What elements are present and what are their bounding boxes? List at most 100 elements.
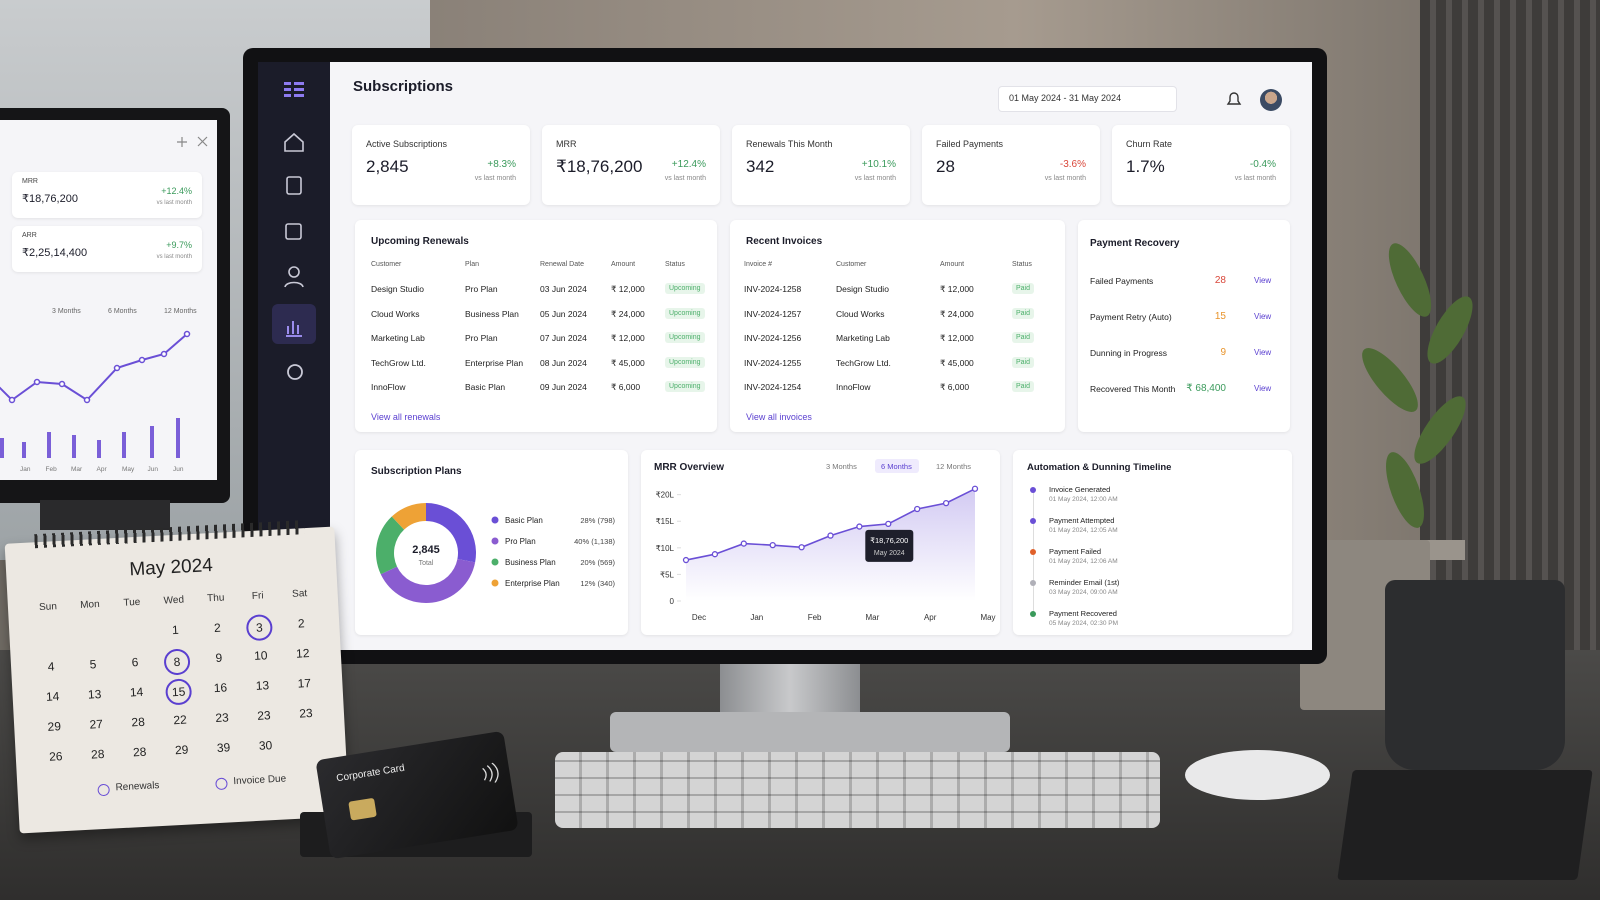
- cell: InnoFlow: [371, 382, 406, 392]
- event-time: 05 May 2024, 02:30 PM: [1049, 620, 1119, 627]
- cell: INV-2024-1256: [744, 333, 802, 343]
- status-pill: Paid: [1012, 356, 1035, 368]
- side-chart: [0, 330, 191, 458]
- kpi-card: Renewals This Month 342 +10.1% vs last mont…: [732, 125, 910, 205]
- event-time: 01 May 2024, 12:00 AM: [1049, 496, 1118, 503]
- view-link[interactable]: View: [1254, 384, 1272, 393]
- period-tab[interactable]: 6 Months: [881, 462, 912, 471]
- kpi-label: Failed Payments: [936, 139, 1004, 149]
- cell: 08 Jun 2024: [540, 357, 587, 368]
- side-monitor: MRR ₹18,76,200 +12.4% vs last month ARR ₹2,25…: [0, 108, 230, 503]
- column-header: Customer: [836, 261, 867, 268]
- cell: ₹ 12,000: [940, 333, 974, 343]
- calendar-day: 5: [89, 657, 97, 672]
- cell: ₹ 12,000: [611, 284, 645, 294]
- calendar-day: 14: [129, 684, 144, 700]
- month-label: May: [122, 466, 135, 473]
- y-tick-label: ₹10L: [656, 544, 675, 553]
- calendar-day: 10: [253, 648, 268, 663]
- month-label: Feb: [45, 466, 57, 473]
- avatar[interactable]: [1260, 89, 1282, 111]
- cell: ₹ 45,000: [611, 357, 645, 368]
- period-tab[interactable]: 12 Months: [164, 308, 197, 315]
- timeline-dot: [1030, 611, 1036, 617]
- metric-value: ₹2,25,14,400: [22, 247, 88, 259]
- column-header: Plan: [465, 261, 480, 268]
- month-label: Jan: [20, 466, 31, 473]
- cell: 07 Jun 2024: [540, 333, 587, 343]
- docs-icon[interactable]: [286, 176, 302, 195]
- calendar-day: 28: [131, 714, 146, 730]
- notebook: [1337, 770, 1593, 880]
- y-tick-label: 0: [670, 597, 675, 606]
- calendar-day: 2: [213, 620, 222, 635]
- calendar-day: 23: [298, 705, 313, 721]
- x-tick-label: Jan: [750, 613, 763, 622]
- view-all-link[interactable]: View all invoices: [746, 412, 812, 422]
- event-label: Payment Recovered: [1049, 609, 1117, 618]
- calendar-day: 26: [48, 749, 63, 764]
- point: [769, 542, 776, 549]
- user-icon[interactable]: [284, 266, 304, 288]
- event-time: 03 May 2024, 09:00 AM: [1049, 589, 1118, 596]
- analytics-active[interactable]: [272, 304, 316, 344]
- point: [942, 499, 950, 507]
- month-label: Mar: [71, 466, 83, 473]
- kpi-label: Renewals This Month: [746, 139, 833, 149]
- side-metric: MRR ₹18,76,200 +12.4% vs last month: [12, 172, 202, 218]
- recovery-label: Failed Payments: [1090, 276, 1154, 286]
- status-pill: Upcoming: [665, 283, 705, 294]
- x-tick-label: May: [980, 613, 995, 622]
- x-tick-label: Apr: [924, 613, 937, 622]
- legend-label: Enterprise Plan: [505, 579, 560, 588]
- weekday: Mon: [79, 598, 100, 611]
- cell: Design Studio: [371, 284, 424, 294]
- header-icons[interactable]: [1223, 90, 1263, 110]
- period-tab[interactable]: 12 Months: [936, 462, 971, 471]
- view-link[interactable]: View: [1254, 312, 1272, 321]
- donut-center-value: 2,845: [412, 544, 440, 556]
- point: [856, 523, 863, 530]
- period-tab[interactable]: 3 Months: [826, 462, 857, 471]
- line-chart: MRR Overview 3 Months 6 Months 12 Months 0 ₹5…: [654, 459, 996, 622]
- view-link[interactable]: View: [1254, 348, 1272, 357]
- kpi-card: Failed Payments 28 -3.6% vs last month: [922, 125, 1100, 205]
- window-controls: [177, 136, 208, 147]
- renewals-panel: Upcoming Renewals Customer Plan Renewal Dat…: [355, 220, 717, 432]
- cell: 09 Jun 2024: [540, 382, 587, 392]
- settings-icon[interactable]: [287, 364, 303, 380]
- card-chip: [348, 797, 377, 821]
- cell: INV-2024-1254: [744, 382, 802, 392]
- status-pill: Paid: [1012, 332, 1035, 343]
- cell: ₹ 12,000: [611, 333, 645, 343]
- side-metric: ARR ₹2,25,14,400 +9.7% vs last month: [12, 226, 202, 272]
- cell: Design Studio: [836, 284, 889, 294]
- kpi-label: Active Subscriptions: [366, 139, 448, 149]
- chart-title: MRR Overview: [654, 462, 724, 473]
- period-tab[interactable]: 6 Months: [108, 308, 137, 315]
- view-link[interactable]: View: [1254, 276, 1272, 285]
- weekday: Tue: [123, 596, 141, 609]
- donut-segment: [426, 503, 476, 563]
- event-time: 01 May 2024, 12:05 AM: [1049, 527, 1118, 534]
- date-range-picker[interactable]: 01 May 2024 - 31 May 2024: [998, 86, 1177, 112]
- kpi-value: 1.7%: [1126, 157, 1165, 176]
- menu-icon[interactable]: [284, 82, 304, 97]
- cell: TechGrow Ltd.: [836, 357, 891, 368]
- panel-title: Recent Invoices: [746, 236, 823, 247]
- point: [740, 540, 747, 547]
- event-label: Reminder Email (1st): [1049, 578, 1120, 587]
- kpi-value: 342: [746, 157, 775, 176]
- legend-dot: [491, 558, 499, 566]
- home-icon[interactable]: [284, 132, 304, 152]
- calendar-day: 12: [295, 646, 310, 661]
- status-pill: Paid: [1012, 283, 1035, 294]
- kpi-note: vs last month: [854, 175, 896, 182]
- monitor-base: [610, 712, 1010, 752]
- cell: ₹ 24,000: [940, 308, 974, 319]
- cell: ₹ 12,000: [940, 284, 974, 294]
- period-tab[interactable]: 3 Months: [52, 308, 81, 315]
- view-all-link[interactable]: View all renewals: [371, 412, 441, 422]
- cell: Pro Plan: [465, 284, 498, 294]
- list-icon[interactable]: [285, 223, 302, 240]
